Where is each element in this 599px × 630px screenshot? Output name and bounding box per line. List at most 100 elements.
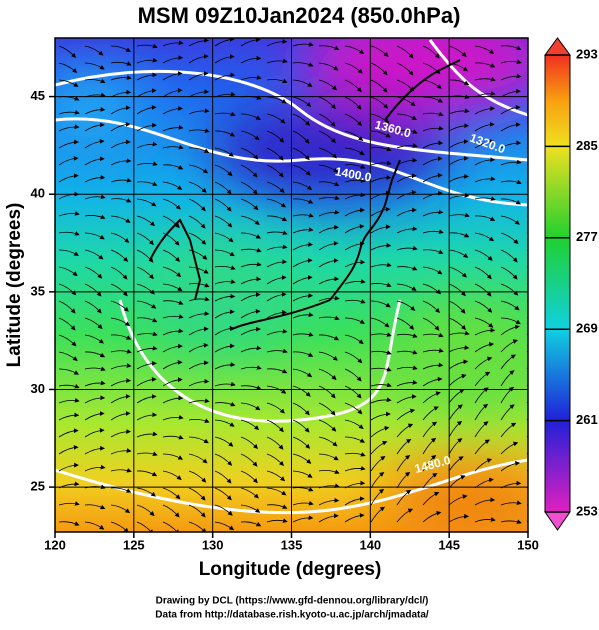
streamlines: [58, 38, 528, 532]
streamline: [396, 408, 416, 421]
streamline: [162, 88, 183, 98]
streamline: [240, 215, 260, 225]
streamline: [474, 341, 495, 353]
streamline: [110, 177, 132, 183]
streamline: [474, 387, 489, 404]
streamline: [318, 79, 338, 91]
streamline: [266, 113, 286, 124]
streamline: [292, 351, 314, 357]
streamline: [396, 45, 414, 59]
streamline: [84, 138, 105, 149]
streamline: [500, 104, 521, 115]
streamline: [526, 232, 528, 234]
streamline: [526, 215, 528, 217]
streamline: [214, 130, 236, 137]
streamline: [370, 332, 392, 337]
streamline: [422, 491, 440, 506]
streamline: [188, 266, 209, 274]
streamline: [292, 79, 313, 88]
streamline: [526, 249, 528, 251]
streamline: [396, 423, 414, 438]
streamline: [292, 368, 313, 378]
x-tick-label: 140: [359, 537, 381, 552]
streamline: [292, 436, 311, 449]
streamline: [266, 385, 287, 394]
streamline: [58, 211, 80, 217]
streamline: [526, 366, 528, 370]
streamline: [448, 389, 465, 404]
streamline: [318, 181, 340, 187]
streamline: [500, 460, 521, 472]
streamline: [84, 351, 106, 358]
streamline: [240, 487, 259, 499]
x-tick-label: 145: [438, 537, 460, 552]
y-tick-label: 25: [31, 479, 45, 494]
streamline: [84, 445, 105, 455]
y-tick-label: 40: [31, 186, 45, 201]
streamline: [448, 232, 470, 238]
streamline: [188, 378, 210, 387]
colorbar-tick-label: 285: [576, 138, 598, 153]
streamline: [344, 465, 366, 472]
x-tick-label: 150: [517, 537, 539, 552]
streamline: [214, 487, 232, 501]
streamline: [318, 469, 340, 474]
streamline: [422, 111, 444, 117]
coastlines: [149, 59, 461, 331]
streamline: [214, 436, 234, 447]
streamline: [214, 293, 236, 302]
streamline: [448, 420, 463, 438]
y-tick-label: 30: [31, 381, 45, 396]
streamline: [526, 317, 528, 319]
streamline: [266, 348, 288, 354]
streamline: [370, 242, 392, 251]
streamline: [240, 55, 262, 64]
streamline: [214, 453, 233, 466]
streamline: [110, 266, 128, 280]
streamline: [58, 79, 79, 88]
streamline: [422, 376, 443, 387]
streamline: [240, 436, 258, 450]
streamline: [84, 156, 105, 166]
streamline: [474, 62, 496, 68]
streamline: [318, 240, 339, 251]
streamline: [448, 123, 470, 132]
streamline: [448, 513, 469, 523]
streamline: [318, 315, 340, 321]
streamline: [162, 105, 184, 115]
streamline: [448, 359, 469, 370]
streamline: [84, 107, 106, 115]
streamline: [136, 521, 154, 532]
streamline: [292, 130, 310, 144]
streamline: [448, 212, 470, 218]
streamline: [162, 434, 184, 440]
streamline: [318, 419, 337, 432]
streamline: [448, 456, 464, 472]
streamline: [370, 282, 392, 287]
streamline: [188, 326, 209, 336]
streamline: [188, 128, 210, 133]
streamline: [292, 293, 314, 302]
streamline: [84, 317, 103, 330]
streamline: [162, 164, 184, 170]
streamline: [474, 403, 489, 421]
streamline: [136, 300, 157, 309]
streamline: [500, 300, 520, 311]
streamline: [84, 214, 106, 219]
streamline: [526, 198, 528, 200]
streamline: [188, 249, 208, 260]
streamline: [84, 521, 105, 530]
streamline: [526, 181, 528, 183]
streamline: [344, 278, 366, 285]
y-axis-label: Latitude (degrees): [4, 203, 25, 368]
streamline: [58, 462, 79, 472]
streamline: [136, 198, 157, 207]
streamline: [58, 45, 77, 58]
streamline: [84, 266, 103, 279]
streamline: [58, 444, 79, 455]
streamline: [214, 504, 233, 516]
streamline: [136, 181, 158, 186]
streamline: [84, 380, 106, 387]
streamline: [448, 330, 470, 336]
streamline: [84, 78, 106, 84]
